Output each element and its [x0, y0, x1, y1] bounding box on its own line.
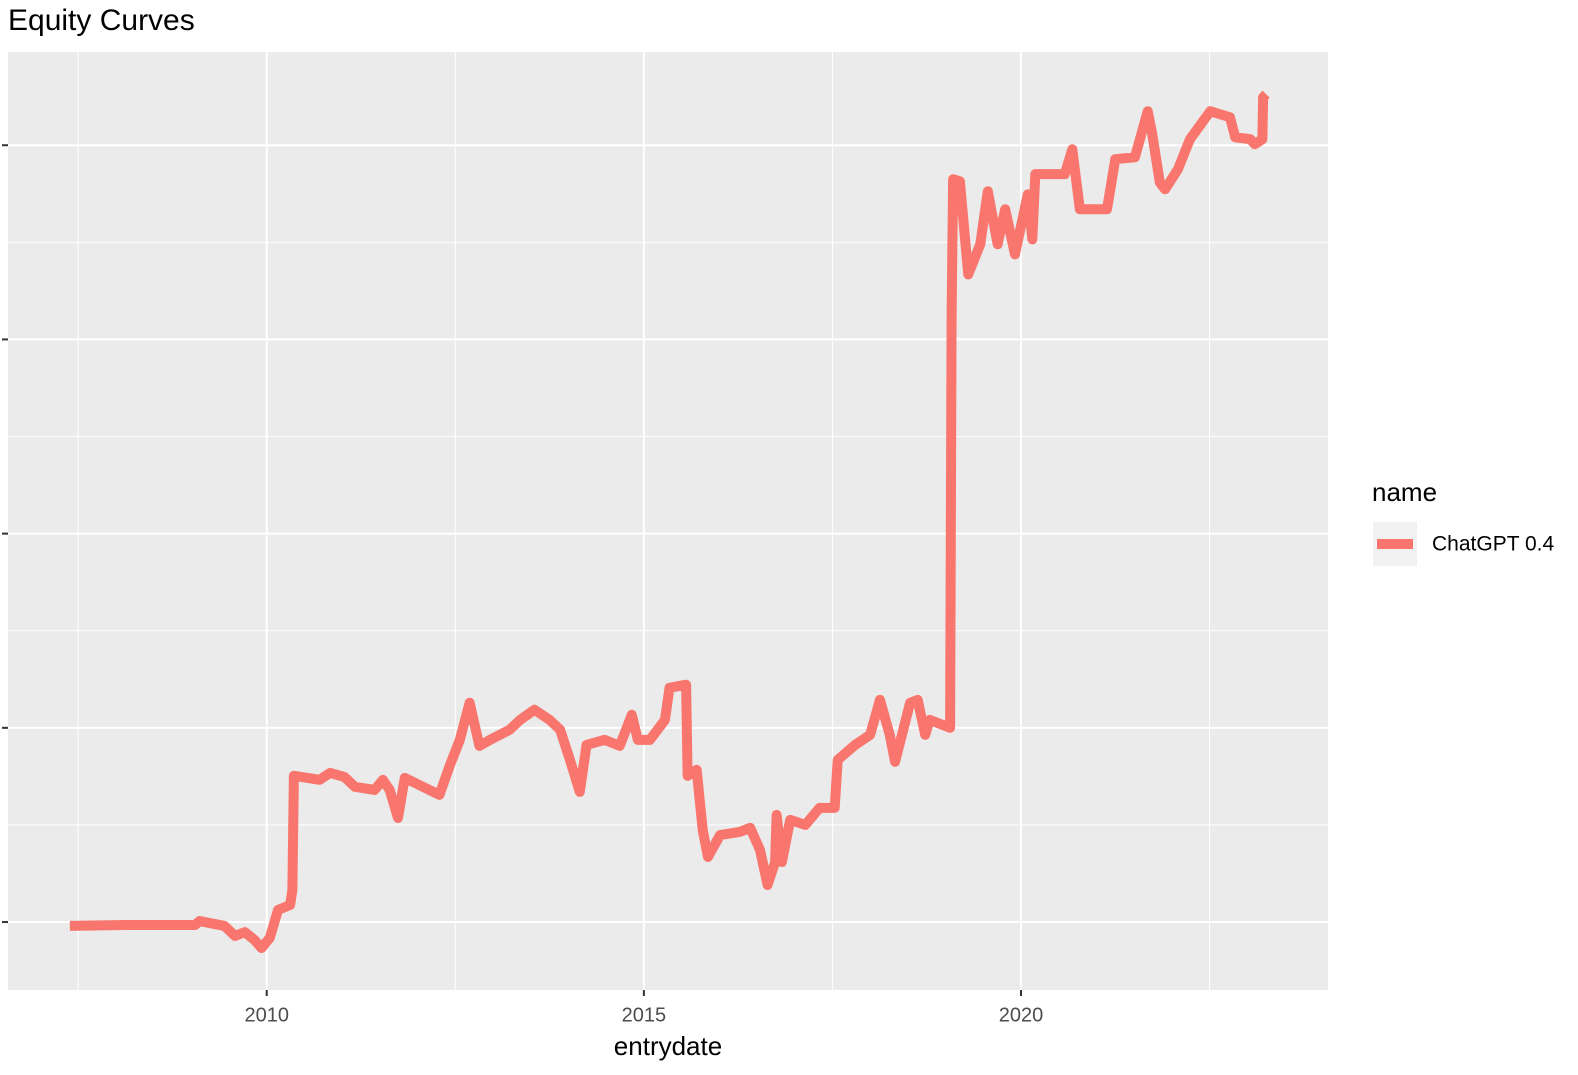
- x-tick-label: 2015: [622, 1004, 667, 1026]
- x-tick-label: 2020: [999, 1004, 1044, 1026]
- plot-panel: [8, 52, 1328, 990]
- x-tick-label: 2010: [244, 1004, 289, 1026]
- x-axis-label: entrydate: [614, 1031, 722, 1061]
- legend-label: ChatGPT 0.4: [1432, 533, 1554, 556]
- chart-title: Equity Curves: [8, 4, 195, 37]
- legend-title: name: [1372, 477, 1437, 507]
- line-series: [69, 90, 1270, 954]
